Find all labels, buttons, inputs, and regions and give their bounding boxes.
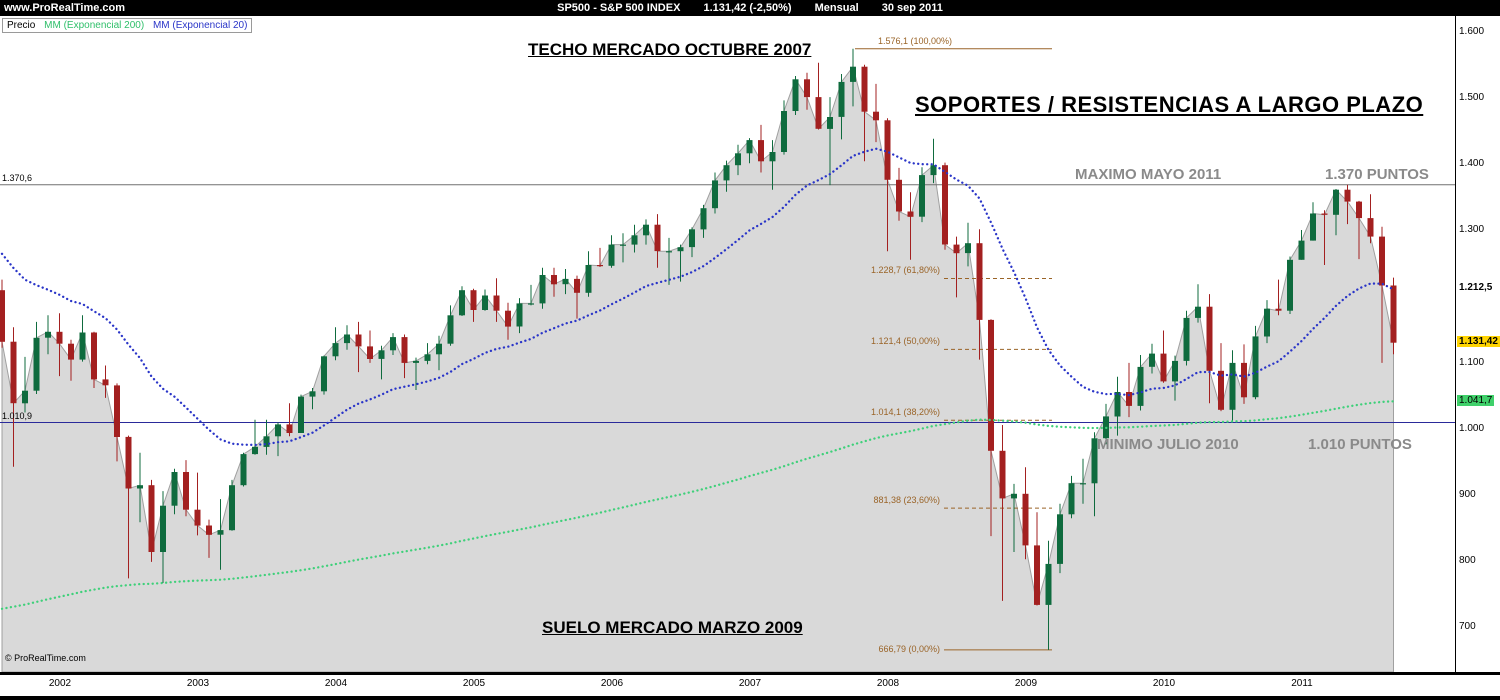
legend-price-label: Precio [7,20,36,31]
symbol-name: SP500 - S&P 500 INDEX [557,2,681,14]
fib-level-label: 1.576,1 (100,00%) [877,36,952,46]
price-axis-label: 1.100 [1459,357,1485,368]
legend-ema200-label[interactable]: MM (Exponencial 200) [44,20,145,31]
last-price-change: 1.131,42 (-2,50%) [703,2,792,14]
fib-level-label: 666,79 (0,00%) [878,644,940,654]
price-axis-label: 1.300 [1459,224,1485,235]
last-price-tag: 1.131,42 [1457,336,1500,347]
chart-bottom-separator [0,672,1500,675]
annotation-market-bottom-2009: SUELO MERCADO MARZO 2009 [542,618,803,637]
year-axis-label: 2002 [48,678,72,689]
price-axis-label: 1.500 [1459,92,1485,103]
resistance-level-label: 1.370,6 [2,173,33,183]
price-axis-label: 1.400 [1459,158,1485,169]
year-axis-label: 2008 [876,678,900,689]
year-axis-label: 2011 [1291,678,1313,689]
year-axis-label: 2010 [1152,678,1176,689]
year-axis-label: 2007 [738,678,762,689]
title-bar: www.ProRealTime.com SP500 - S&P 500 INDE… [0,0,1500,16]
price-axis-label: 1.600 [1459,26,1485,37]
legend-ema20-label[interactable]: MM (Exponencial 20) [152,20,248,31]
price-axis-label: 1.000 [1459,423,1485,434]
annotation-1010-puntos: 1.010 PUNTOS [1308,436,1412,453]
price-axis[interactable]: 1.600 1.500 1.400 1.300 1.212,5 1.131,42 1.100… [1455,16,1500,696]
time-axis[interactable]: 2002 2003 2004 2005 2006 2007 2008 2009 2010 2011 [0,675,1500,696]
fib-level-label: 1.121,4 (50,00%) [870,336,940,346]
indicator-legend: Precio MM (Exponencial 200) MM (Exponenc… [2,18,253,33]
annotation-maximo-mayo-2011: MAXIMO MAYO 2011 [1075,166,1222,183]
fib-level-label: 1.228,7 (61,80%) [870,265,940,275]
ema200-value-tag: 1.041,7 [1457,395,1495,406]
year-axis-label: 2009 [1014,678,1038,689]
annotation-market-top-2007: TECHO MERCADO OCTUBRE 2007 [528,40,812,59]
fib-level-label: 1.014,1 (38,20%) [870,407,940,417]
year-axis-label: 2006 [600,678,624,689]
annotation-supports-resistances-title: SOPORTES / RESISTENCIAS A LARGO PLAZO [915,92,1424,117]
annotation-minimo-julio-2010: MINIMO JULIO 2010 [1097,436,1239,453]
price-axis-label: 900 [1459,489,1476,500]
year-axis-label: 2004 [324,678,348,689]
copyright-notice: © ProRealTime.com [5,653,86,663]
bottom-bar [0,696,1500,700]
prorealtime-link[interactable]: www.ProRealTime.com [4,2,126,14]
support-level-label: 1.010,9 [2,411,33,421]
price-axis-label: 700 [1459,621,1476,632]
bar-date: 30 sep 2011 [881,2,943,14]
annotation-1370-puntos: 1.370 PUNTOS [1325,166,1429,183]
instrument-title: SP500 - S&P 500 INDEX 1.131,42 (-2,50%) … [0,0,1500,16]
timeframe-label: Mensual [814,2,859,14]
fib-level-label: 881,38 (23,60%) [873,495,940,505]
price-axis-label: 800 [1459,555,1476,566]
year-axis-label: 2003 [186,678,210,689]
ema20-value-tag: 1.212,5 [1459,282,1493,293]
year-axis-label: 2005 [462,678,486,689]
